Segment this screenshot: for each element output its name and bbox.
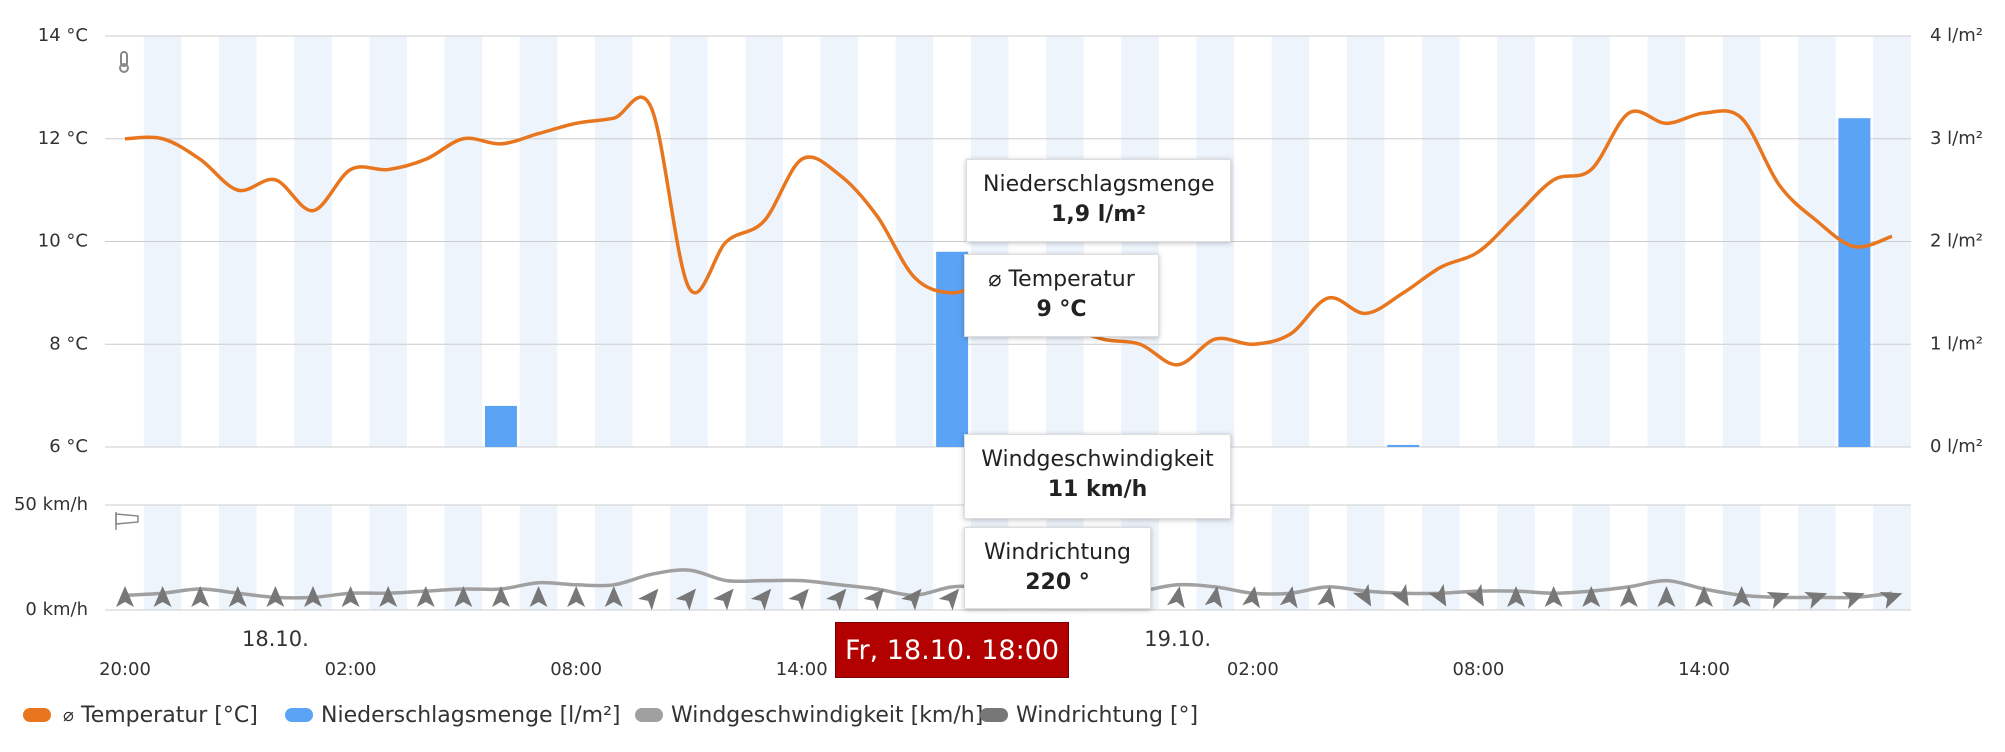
precip-bar	[1387, 444, 1420, 447]
wind-arrow	[228, 586, 247, 607]
legend-label: Niederschlagsmenge [l/m²]	[321, 703, 621, 728]
legend-label: Temperatur [°C]	[80, 703, 258, 728]
wind-arrow	[638, 588, 659, 611]
wind-arrow	[1544, 586, 1563, 607]
wind-arrow	[788, 588, 809, 611]
precip-bar	[936, 251, 969, 447]
wind-arrow	[604, 586, 623, 607]
wind-arrow	[825, 588, 847, 611]
wind-arrow	[303, 586, 322, 607]
y-tick-label: 8 °C	[49, 333, 88, 354]
wind-arrow	[1695, 586, 1714, 607]
tooltip-box: Windgeschwindigkeit 11 km/h	[964, 434, 1231, 519]
wind-arrow	[491, 586, 510, 607]
tooltip-box: Windrichtung 220 °	[964, 527, 1151, 609]
tooltip-value: 11 km/h	[1047, 477, 1148, 502]
tooltip-value: 220 °	[1025, 570, 1090, 595]
wind-arrow	[266, 586, 285, 607]
wind-arrow	[1242, 586, 1260, 609]
wind-arrow	[1732, 586, 1751, 607]
legend-symbol: ⌀	[63, 705, 74, 726]
x-tick-label: 14:00	[1678, 659, 1730, 680]
legend-label: Windgeschwindigkeit [km/h]	[671, 703, 983, 728]
hour-stripe	[1798, 505, 1836, 610]
tooltip-title: Windgeschwindigkeit	[981, 447, 1214, 472]
wind-arrow	[1167, 586, 1185, 609]
wind-arrow	[153, 586, 172, 607]
wind-arrow	[1204, 586, 1223, 609]
legend-marker	[635, 708, 663, 722]
wind-arrow	[938, 588, 960, 611]
wind-arrow	[567, 586, 586, 607]
wind-arrow	[675, 588, 697, 611]
wind-arrow	[416, 586, 435, 607]
wind-arrow	[379, 586, 398, 607]
x-tick-label: 02:00	[1227, 659, 1279, 680]
x-tick-label: 14:00	[776, 659, 828, 680]
x-tick-label: 20:00	[99, 659, 151, 680]
y-tick-label: 14 °C	[38, 25, 88, 46]
tooltip-title: Windrichtung	[984, 540, 1131, 565]
wind-arrow	[341, 586, 360, 607]
legend-marker	[285, 708, 313, 722]
wind-arrow	[116, 586, 134, 607]
windsock-icon	[115, 512, 139, 530]
y-tick-label: 12 °C	[38, 128, 88, 149]
wind-arrow	[1766, 591, 1790, 609]
tooltip-title: Niederschlagsmenge	[983, 172, 1215, 197]
wind-arrow	[1317, 586, 1336, 609]
tooltip-box: ⌀ Temperatur 9 °C	[964, 254, 1159, 337]
thermometer-icon	[119, 51, 129, 73]
wind-arrow	[1465, 583, 1484, 607]
precip-bar	[1838, 118, 1871, 447]
day-label: 18.10.	[242, 627, 309, 651]
time-label: Fr, 18.10. 18:00	[835, 622, 1069, 678]
wind-arrow	[1279, 586, 1298, 609]
tooltip-value: 1,9 l/m²	[1051, 202, 1146, 227]
hour-stripe	[1873, 505, 1911, 610]
wind-arrow	[1804, 591, 1828, 609]
wind-arrow	[1582, 586, 1601, 607]
x-tick-label: 08:00	[1453, 659, 1505, 680]
y-tick-label: 10 °C	[38, 231, 88, 252]
wind-arrow	[901, 588, 922, 611]
legend-label: Windrichtung [°]	[1016, 703, 1198, 728]
wind-arrow	[529, 586, 548, 607]
wind-arrow	[1657, 586, 1676, 607]
tooltip-title: Temperatur	[1008, 267, 1135, 292]
legend-marker	[980, 708, 1008, 722]
y-tick-label: 1 l/m²	[1930, 333, 1983, 354]
wind-arrow	[191, 586, 210, 607]
wind-arrow	[454, 586, 473, 607]
y-tick-label: 6 °C	[49, 436, 88, 457]
legend-marker	[23, 708, 51, 722]
wind-arrow	[1879, 591, 1903, 609]
wind-arrow	[750, 588, 772, 611]
wind-arrow	[1507, 586, 1526, 607]
tooltip-value: 9 °C	[1036, 297, 1087, 322]
y-tick-label: 2 l/m²	[1930, 231, 1983, 252]
y-tick-label: 0 l/m²	[1930, 436, 1983, 457]
y-tick-label: 0 km/h	[25, 599, 88, 620]
day-label: 19.10.	[1144, 627, 1211, 651]
x-tick-label: 02:00	[325, 659, 377, 680]
precip-bar	[484, 405, 517, 447]
y-tick-label: 4 l/m²	[1930, 25, 1983, 46]
wind-arrow	[1841, 591, 1865, 609]
y-tick-label: 3 l/m²	[1930, 128, 1983, 149]
tooltip-box: Niederschlagsmenge 1,9 l/m²	[966, 159, 1231, 242]
wind-arrow	[1619, 586, 1638, 607]
wind-arrow	[863, 588, 884, 611]
tooltip-symbol: ⌀	[988, 267, 1009, 292]
wind-arrow	[1428, 583, 1447, 607]
y-tick-label: 50 km/h	[14, 494, 88, 515]
wind-arrow	[1352, 583, 1372, 607]
x-tick-label: 08:00	[550, 659, 602, 680]
wind-arrow	[1390, 583, 1409, 607]
wind-arrow	[713, 588, 734, 611]
